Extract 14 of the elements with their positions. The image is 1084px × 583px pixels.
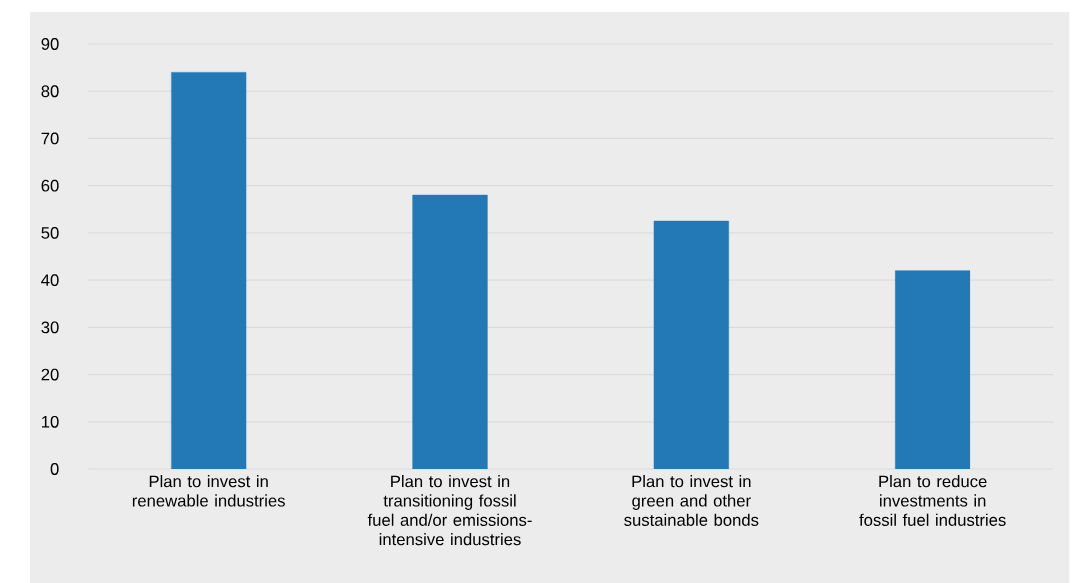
y-tick-label: 40 bbox=[41, 274, 59, 287]
y-tick-label: 60 bbox=[41, 179, 59, 192]
x-tick-label: Plan to invest in green and other sustainable bonds bbox=[624, 475, 759, 526]
y-tick-label: 10 bbox=[42, 415, 59, 428]
y-tick-label: 30 bbox=[41, 321, 59, 334]
y-tick-label: 0 bbox=[50, 463, 59, 475]
y-tick-label: 80 bbox=[41, 85, 59, 98]
x-tick-label: Plan to reduce investments in fossil fuel industries bbox=[859, 475, 1006, 526]
y-tick-label: 50 bbox=[41, 227, 59, 239]
y-tick-label: 70 bbox=[41, 132, 59, 145]
y-tick-label: 20 bbox=[41, 368, 59, 381]
x-tick-label: Plan to invest in transitioning fossil fuel and/or emissions-intensive industries bbox=[367, 475, 532, 546]
x-tick-label: Plan to invest in renewable industries bbox=[132, 475, 285, 507]
y-tick-label: 90 bbox=[41, 38, 59, 50]
